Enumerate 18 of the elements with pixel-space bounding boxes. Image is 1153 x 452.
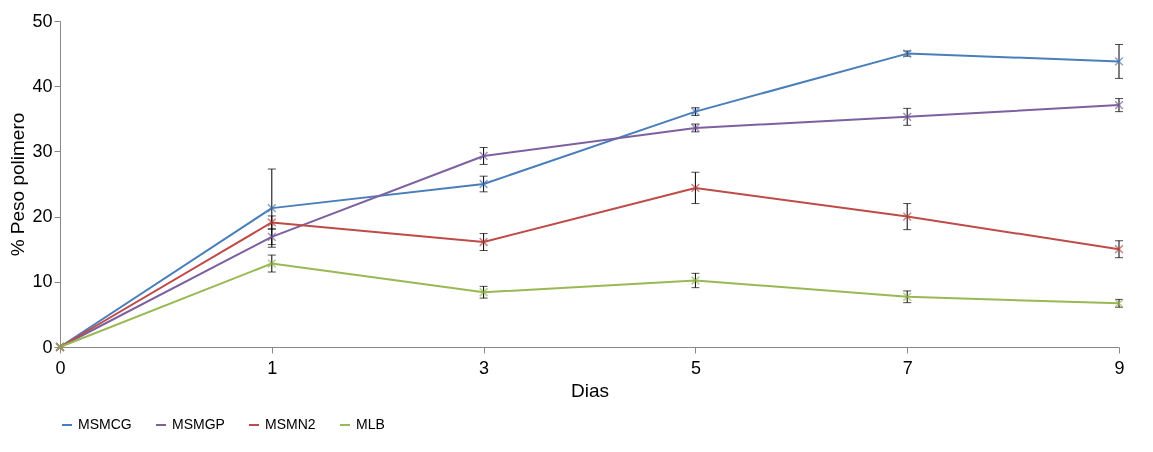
x-tick-label: 1 — [267, 357, 278, 378]
y-tick-label: 50 — [32, 10, 53, 31]
x-tick-label: 5 — [690, 357, 701, 378]
legend-label: MLB — [356, 416, 385, 432]
x-tick-label: 7 — [902, 357, 913, 378]
y-axis-title: % Peso polimero — [7, 112, 29, 257]
y-tick-label: 30 — [32, 140, 53, 161]
y-tick-label: 40 — [32, 75, 53, 96]
legend-label: MSMGP — [172, 416, 225, 432]
x-tick-label: 3 — [479, 357, 490, 378]
y-tick-label: 20 — [32, 206, 53, 227]
x-axis-title: Dias — [570, 379, 610, 401]
x-tick-label: 9 — [1114, 357, 1125, 378]
y-tick-label: 0 — [42, 336, 53, 357]
x-tick-label: 0 — [55, 357, 66, 378]
legend-label: MSMN2 — [265, 416, 316, 432]
legend-label: MSMCG — [78, 416, 132, 432]
y-tick-label: 10 — [32, 271, 53, 292]
